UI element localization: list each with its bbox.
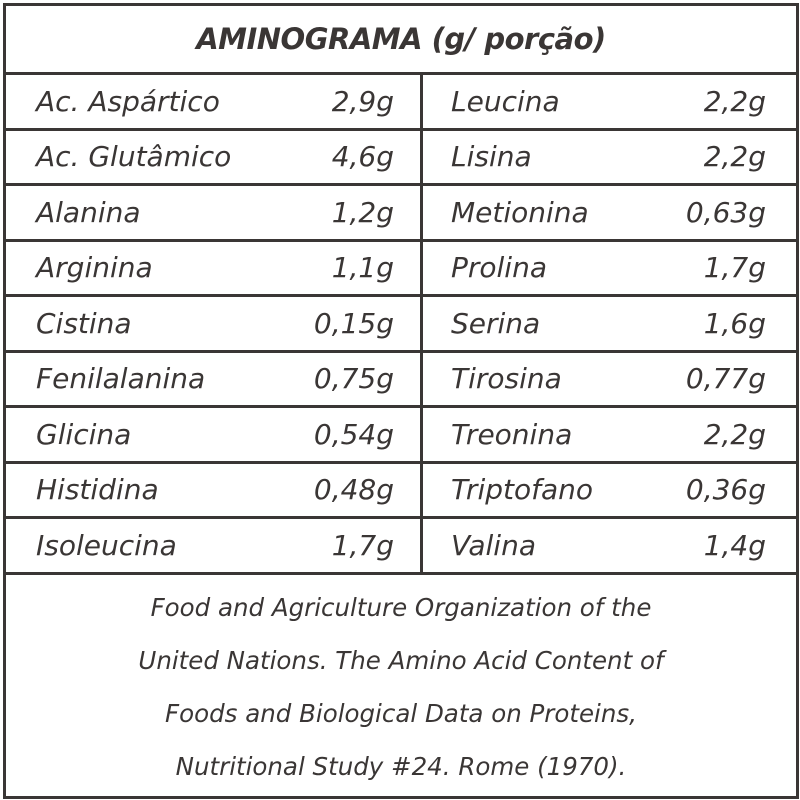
- amino-acid-name: Histidina: [36, 473, 159, 507]
- amino-acid-value: 1,2g: [331, 195, 394, 229]
- table-row: Ac. Glutâmico 4,6g: [6, 131, 420, 186]
- amino-acid-value: 1,4g: [703, 528, 766, 562]
- amino-acid-name: Ac. Glutâmico: [36, 140, 232, 174]
- amino-acid-value: 4,6g: [331, 140, 394, 174]
- amino-acid-name: Tirosina: [451, 362, 562, 396]
- table-row: Arginina 1,1g: [6, 242, 420, 297]
- amino-acid-name: Leucina: [451, 84, 560, 118]
- amino-grid: Ac. Aspártico 2,9g Ac. Glutâmico 4,6g Alanin…: [6, 75, 796, 575]
- table-row: Lisina 2,2g: [423, 131, 796, 186]
- table-row: Glicina 0,54g: [6, 408, 420, 464]
- table-row: Prolina 1,7g: [423, 242, 796, 297]
- amino-acid-value: 1,6g: [703, 306, 766, 340]
- footnote-line: Foods and Biological Data on Proteins,: [165, 698, 637, 728]
- amino-acid-value: 0,15g: [313, 306, 394, 340]
- amino-acid-value: 0,36g: [685, 473, 766, 507]
- amino-acid-name: Metionina: [451, 195, 589, 229]
- amino-acid-name: Lisina: [451, 140, 532, 174]
- left-column: Ac. Aspártico 2,9g Ac. Glutâmico 4,6g Alanin…: [6, 75, 420, 572]
- aminogram-table: AMINOGRAMA (g/ porção) Ac. Aspártico 2,9g…: [3, 3, 799, 799]
- amino-acid-name: Alanina: [36, 195, 141, 229]
- table-row: Fenilalanina 0,75g: [6, 353, 420, 408]
- amino-acid-value: 2,9g: [331, 84, 394, 118]
- table-row: Leucina 2,2g: [423, 75, 796, 131]
- footnote: Food and Agriculture Organization of the…: [6, 575, 796, 793]
- amino-acid-name: Triptofano: [451, 473, 593, 507]
- table-row: Treonina 2,2g: [423, 408, 796, 464]
- footnote-line: United Nations. The Amino Acid Content o…: [138, 645, 664, 675]
- amino-acid-value: 2,2g: [703, 140, 766, 174]
- amino-acid-value: 0,63g: [685, 195, 766, 229]
- footnote-line: Nutritional Study #24. Rome (1970).: [175, 751, 627, 781]
- amino-acid-value: 1,1g: [331, 251, 394, 285]
- amino-acid-value: 0,54g: [313, 417, 394, 451]
- amino-acid-name: Ac. Aspártico: [36, 84, 220, 118]
- amino-acid-value: 1,7g: [703, 251, 766, 285]
- table-row: Cistina 0,15g: [6, 297, 420, 353]
- table-row: Histidina 0,48g: [6, 464, 420, 519]
- table-row: Ac. Aspártico 2,9g: [6, 75, 420, 131]
- table-row: Serina 1,6g: [423, 297, 796, 353]
- amino-acid-name: Isoleucina: [36, 528, 177, 562]
- amino-acid-name: Arginina: [36, 251, 153, 285]
- footnote-line: Food and Agriculture Organization of the: [150, 592, 652, 622]
- amino-acid-value: 2,2g: [703, 417, 766, 451]
- table-row: Isoleucina 1,7g: [6, 519, 420, 572]
- table-row: Alanina 1,2g: [6, 186, 420, 242]
- amino-acid-value: 1,7g: [331, 528, 394, 562]
- amino-acid-name: Serina: [451, 306, 541, 340]
- amino-acid-value: 0,77g: [685, 362, 766, 396]
- table-title: AMINOGRAMA (g/ porção): [6, 6, 796, 75]
- amino-acid-value: 0,75g: [313, 362, 394, 396]
- table-row: Triptofano 0,36g: [423, 464, 796, 519]
- amino-acid-name: Valina: [451, 528, 536, 562]
- amino-acid-name: Glicina: [36, 417, 132, 451]
- table-row: Valina 1,4g: [423, 519, 796, 572]
- amino-acid-value: 0,48g: [313, 473, 394, 507]
- table-row: Metionina 0,63g: [423, 186, 796, 242]
- right-column: Leucina 2,2g Lisina 2,2g Metionina 0,63g Proli…: [420, 75, 796, 572]
- amino-acid-name: Prolina: [451, 251, 547, 285]
- table-row: Tirosina 0,77g: [423, 353, 796, 408]
- amino-acid-name: Treonina: [451, 417, 573, 451]
- amino-acid-value: 2,2g: [703, 84, 766, 118]
- amino-acid-name: Cistina: [36, 306, 132, 340]
- amino-acid-name: Fenilalanina: [36, 362, 206, 396]
